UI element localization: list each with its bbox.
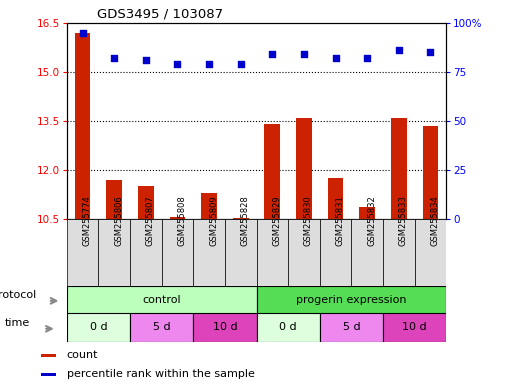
Text: GSM255806: GSM255806 bbox=[114, 195, 123, 246]
Bar bbox=[169, 217, 185, 219]
Bar bbox=[233, 218, 249, 219]
Bar bbox=[106, 180, 122, 219]
Text: GSM255808: GSM255808 bbox=[177, 195, 186, 246]
Text: GSM255832: GSM255832 bbox=[367, 195, 376, 246]
Bar bbox=[67, 313, 130, 342]
Bar bbox=[351, 219, 383, 286]
Text: GSM255807: GSM255807 bbox=[146, 195, 155, 246]
Text: count: count bbox=[67, 351, 98, 361]
Bar bbox=[130, 219, 162, 286]
Bar bbox=[383, 219, 415, 286]
Bar bbox=[201, 193, 217, 219]
Text: time: time bbox=[5, 318, 30, 328]
Text: 0 d: 0 d bbox=[89, 322, 107, 333]
Bar bbox=[138, 186, 154, 219]
Bar bbox=[415, 219, 446, 286]
Bar bbox=[67, 286, 256, 313]
Text: protocol: protocol bbox=[0, 290, 37, 301]
Bar bbox=[41, 354, 56, 356]
Bar bbox=[320, 219, 351, 286]
Bar bbox=[359, 207, 375, 219]
Bar bbox=[383, 313, 446, 342]
Text: control: control bbox=[142, 295, 181, 305]
Bar bbox=[264, 124, 280, 219]
Bar bbox=[320, 313, 383, 342]
Text: GSM255834: GSM255834 bbox=[430, 195, 440, 246]
Point bbox=[205, 61, 213, 67]
Bar bbox=[41, 373, 56, 376]
Text: GSM255809: GSM255809 bbox=[209, 195, 218, 246]
Text: 0 d: 0 d bbox=[279, 322, 297, 333]
Bar bbox=[256, 313, 320, 342]
Bar bbox=[423, 126, 439, 219]
Text: 10 d: 10 d bbox=[402, 322, 427, 333]
Text: percentile rank within the sample: percentile rank within the sample bbox=[67, 369, 254, 379]
Text: 5 d: 5 d bbox=[343, 322, 360, 333]
Bar bbox=[256, 219, 288, 286]
Point bbox=[268, 51, 277, 58]
Bar bbox=[162, 219, 193, 286]
Text: 10 d: 10 d bbox=[212, 322, 237, 333]
Bar bbox=[193, 313, 256, 342]
Bar bbox=[74, 33, 90, 219]
Bar bbox=[256, 286, 446, 313]
Text: GSM255774: GSM255774 bbox=[83, 195, 91, 246]
Bar bbox=[98, 219, 130, 286]
Point bbox=[394, 47, 403, 53]
Bar bbox=[391, 118, 407, 219]
Text: GSM255833: GSM255833 bbox=[399, 195, 408, 246]
Point bbox=[363, 55, 371, 61]
Point bbox=[110, 55, 118, 61]
Text: GSM255829: GSM255829 bbox=[272, 195, 281, 246]
Point bbox=[142, 57, 150, 63]
Bar bbox=[193, 219, 225, 286]
Bar bbox=[288, 219, 320, 286]
Point bbox=[236, 61, 245, 67]
Point bbox=[78, 30, 87, 36]
Bar bbox=[130, 313, 193, 342]
Point bbox=[426, 50, 435, 56]
Point bbox=[173, 61, 182, 67]
Bar bbox=[225, 219, 256, 286]
Text: GSM255831: GSM255831 bbox=[336, 195, 345, 246]
Bar bbox=[328, 178, 344, 219]
Bar bbox=[67, 219, 98, 286]
Text: GSM255830: GSM255830 bbox=[304, 195, 313, 246]
Text: progerin expression: progerin expression bbox=[296, 295, 407, 305]
Bar bbox=[296, 118, 312, 219]
Text: GDS3495 / 103087: GDS3495 / 103087 bbox=[97, 7, 223, 20]
Point bbox=[331, 55, 340, 61]
Text: 5 d: 5 d bbox=[153, 322, 170, 333]
Text: GSM255828: GSM255828 bbox=[241, 195, 250, 246]
Point bbox=[300, 51, 308, 58]
